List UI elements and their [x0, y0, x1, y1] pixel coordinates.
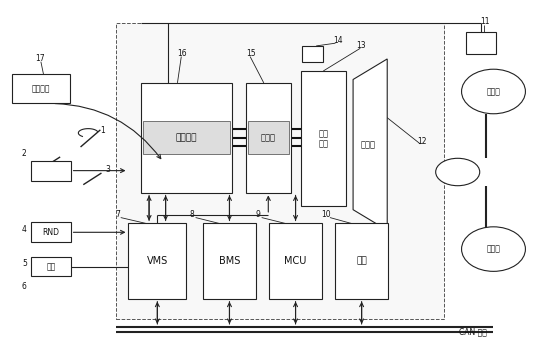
Text: 动力电池: 动力电池 — [176, 133, 197, 142]
Text: VMS: VMS — [147, 256, 168, 266]
Text: 外接充电: 外接充电 — [31, 84, 50, 94]
Circle shape — [436, 158, 480, 186]
Text: BMS: BMS — [219, 256, 240, 266]
Bar — [129, 223, 186, 299]
Text: 3: 3 — [105, 165, 110, 174]
Bar — [31, 161, 71, 181]
Text: 逆变器: 逆变器 — [261, 133, 276, 142]
Bar — [269, 223, 322, 299]
Text: 12: 12 — [417, 137, 427, 146]
Bar — [248, 121, 289, 154]
Text: 仪表: 仪表 — [356, 257, 367, 266]
Text: 1: 1 — [100, 126, 105, 136]
Text: 5: 5 — [22, 259, 27, 268]
Text: 14: 14 — [333, 36, 342, 45]
Text: 手刹: 手刹 — [46, 262, 55, 271]
Text: 6: 6 — [22, 282, 27, 291]
Ellipse shape — [461, 69, 526, 114]
Polygon shape — [353, 59, 387, 230]
Text: 减速器: 减速器 — [361, 140, 376, 149]
Text: 2: 2 — [22, 149, 26, 158]
Text: 15: 15 — [246, 49, 256, 58]
Text: 右前轮: 右前轮 — [486, 245, 501, 254]
Text: CAN 总线: CAN 总线 — [459, 327, 487, 336]
Bar — [203, 223, 256, 299]
Text: MCU: MCU — [284, 256, 307, 266]
Text: 10: 10 — [321, 210, 330, 219]
Bar — [31, 257, 71, 277]
Text: 7: 7 — [115, 210, 120, 219]
Text: RND: RND — [43, 228, 59, 237]
Text: 驱动
电机: 驱动 电机 — [319, 129, 328, 148]
Bar — [12, 74, 70, 104]
Text: 8: 8 — [190, 210, 195, 219]
Bar — [116, 23, 444, 319]
Bar — [301, 71, 346, 206]
Text: 4: 4 — [22, 225, 27, 234]
Text: 13: 13 — [357, 41, 366, 50]
Text: 9: 9 — [256, 210, 261, 219]
Bar — [246, 83, 291, 193]
Bar — [31, 222, 71, 242]
Ellipse shape — [461, 227, 526, 271]
Text: 17: 17 — [35, 54, 45, 63]
Bar — [302, 46, 323, 62]
Bar — [336, 223, 388, 299]
Text: 左前轮: 左前轮 — [486, 87, 501, 96]
Bar — [141, 83, 232, 193]
Bar — [144, 121, 230, 154]
Text: 16: 16 — [178, 49, 187, 58]
Text: 11: 11 — [480, 17, 490, 26]
Bar — [466, 32, 496, 54]
